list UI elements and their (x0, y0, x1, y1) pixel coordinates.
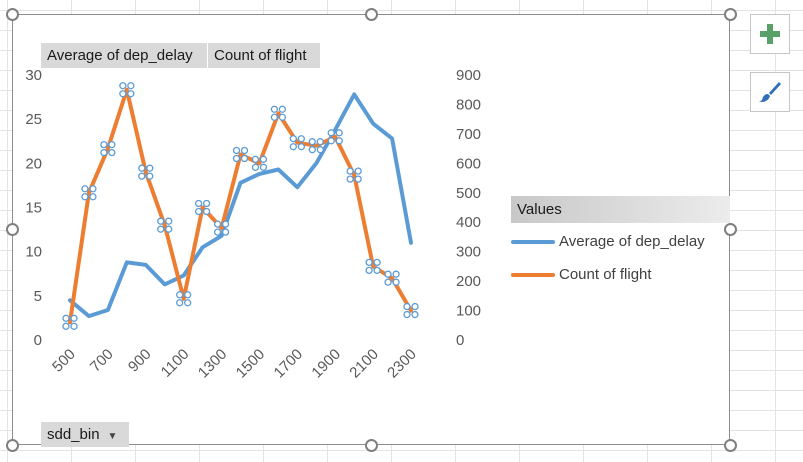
y-right-tick-label: 100 (456, 303, 481, 320)
y-right-tick-label: 300 (456, 244, 481, 261)
y-right-tick-label: 600 (456, 155, 481, 172)
y-left-tick-label: 0 (34, 332, 42, 349)
series-line-count (68, 87, 413, 325)
data-point-selection[interactable] (194, 199, 211, 216)
x-tick-label: 1900 (308, 346, 344, 382)
y-right-tick-label: 500 (456, 185, 481, 202)
data-point-selection[interactable] (119, 82, 135, 98)
data-point-selection[interactable] (346, 167, 362, 183)
legend-label-count: Count of flight (559, 266, 652, 283)
data-point-selection[interactable] (138, 164, 154, 180)
y-left-tick-label: 20 (25, 155, 42, 172)
legend-title: Values (511, 196, 730, 223)
y-left-tick-label: 30 (25, 67, 42, 84)
x-tick-label: 700 (87, 346, 117, 376)
x-tick-label: 2100 (346, 346, 382, 382)
plot-area: 0510152025300100200300400500600700800900… (25, 67, 481, 382)
x-tick-label: 900 (125, 346, 155, 376)
data-point-selection[interactable] (403, 302, 419, 319)
data-point-selection[interactable] (327, 129, 343, 145)
x-tick-label: 1500 (233, 346, 269, 382)
y-right-tick-label: 0 (456, 332, 464, 349)
y-right-tick-label: 400 (456, 214, 481, 231)
resize-handle-bottom-left[interactable] (6, 439, 19, 452)
data-point-selection[interactable] (176, 291, 192, 307)
data-point-selection[interactable] (232, 146, 249, 163)
data-point-selection[interactable] (365, 258, 381, 275)
legend-entry-count[interactable]: Count of flight (511, 266, 652, 283)
paintbrush-icon (759, 82, 781, 102)
y-right-tick-label: 800 (456, 96, 481, 113)
data-point-selection[interactable] (213, 220, 230, 236)
resize-handle-middle-left[interactable] (6, 223, 19, 236)
x-tick-label: 1100 (158, 346, 193, 381)
y-left-tick-label: 15 (25, 200, 42, 217)
data-point-selection[interactable] (289, 135, 305, 151)
axis-field-button[interactable]: sdd_bin ▼ (41, 422, 129, 447)
resize-handle-top-middle[interactable] (365, 8, 378, 21)
data-point-selection[interactable] (62, 314, 78, 330)
x-tick-label: 1700 (271, 346, 307, 382)
resize-handle-middle-right[interactable] (724, 223, 737, 236)
y-right-tick-label: 700 (456, 126, 481, 143)
chart-area[interactable]: 0 5 10 15 20 25 30 0 100 200 300 400 500 600 700 800 900… (12, 14, 730, 447)
resize-handle-bottom-middle[interactable] (365, 439, 378, 452)
legend-entry-avg[interactable]: Average of dep_delay (511, 233, 705, 250)
chart-elements-button[interactable] (750, 14, 790, 54)
y-left-tick-label: 5 (34, 288, 42, 305)
y-right-tick-label: 200 (456, 273, 481, 290)
y-right-tick-label: 900 (456, 67, 481, 84)
plus-icon (760, 24, 780, 44)
data-point-selection[interactable] (100, 140, 116, 157)
series-line-avg (68, 92, 413, 319)
x-tick-label: 1300 (195, 346, 231, 382)
x-tick-label: 500 (49, 346, 79, 376)
resize-handle-top-right[interactable] (724, 8, 737, 21)
y-left-tick-label: 25 (25, 111, 42, 128)
data-point-selection[interactable] (157, 217, 173, 233)
resize-handle-top-left[interactable] (6, 8, 19, 21)
data-point-selection[interactable] (270, 105, 287, 121)
data-point-selection[interactable] (384, 270, 400, 286)
resize-handle-bottom-right[interactable] (724, 439, 737, 452)
data-point-selection[interactable] (81, 185, 97, 201)
legend-swatch-avg (511, 240, 555, 245)
axis-field-label: sdd_bin (47, 426, 100, 443)
chart-styles-button[interactable] (750, 72, 790, 112)
y-left-tick-label: 10 (25, 244, 42, 261)
data-point-selection[interactable] (251, 155, 268, 171)
value-field-button-count[interactable]: Count of flight (208, 43, 320, 68)
data-point-selection[interactable] (308, 138, 324, 154)
dropdown-arrow-icon[interactable]: ▼ (107, 431, 118, 442)
legend-label-avg: Average of dep_delay (559, 233, 705, 250)
x-tick-label: 2300 (384, 346, 420, 382)
legend-swatch-count (511, 273, 555, 278)
value-field-button-avg[interactable]: Average of dep_delay (41, 43, 207, 68)
